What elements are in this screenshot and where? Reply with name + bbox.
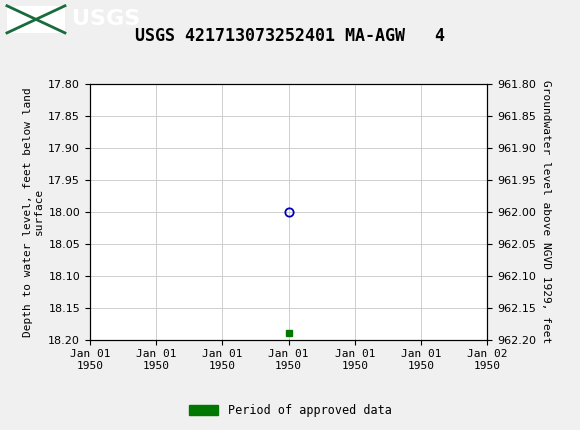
Bar <box>7 6 65 33</box>
Y-axis label: Groundwater level above NGVD 1929, feet: Groundwater level above NGVD 1929, feet <box>542 80 552 344</box>
Text: USGS 421713073252401 MA-AGW   4: USGS 421713073252401 MA-AGW 4 <box>135 27 445 45</box>
Legend: Period of approved data: Period of approved data <box>184 399 396 422</box>
Y-axis label: Depth to water level, feet below land
surface: Depth to water level, feet below land su… <box>23 87 44 337</box>
Text: USGS: USGS <box>72 9 141 29</box>
